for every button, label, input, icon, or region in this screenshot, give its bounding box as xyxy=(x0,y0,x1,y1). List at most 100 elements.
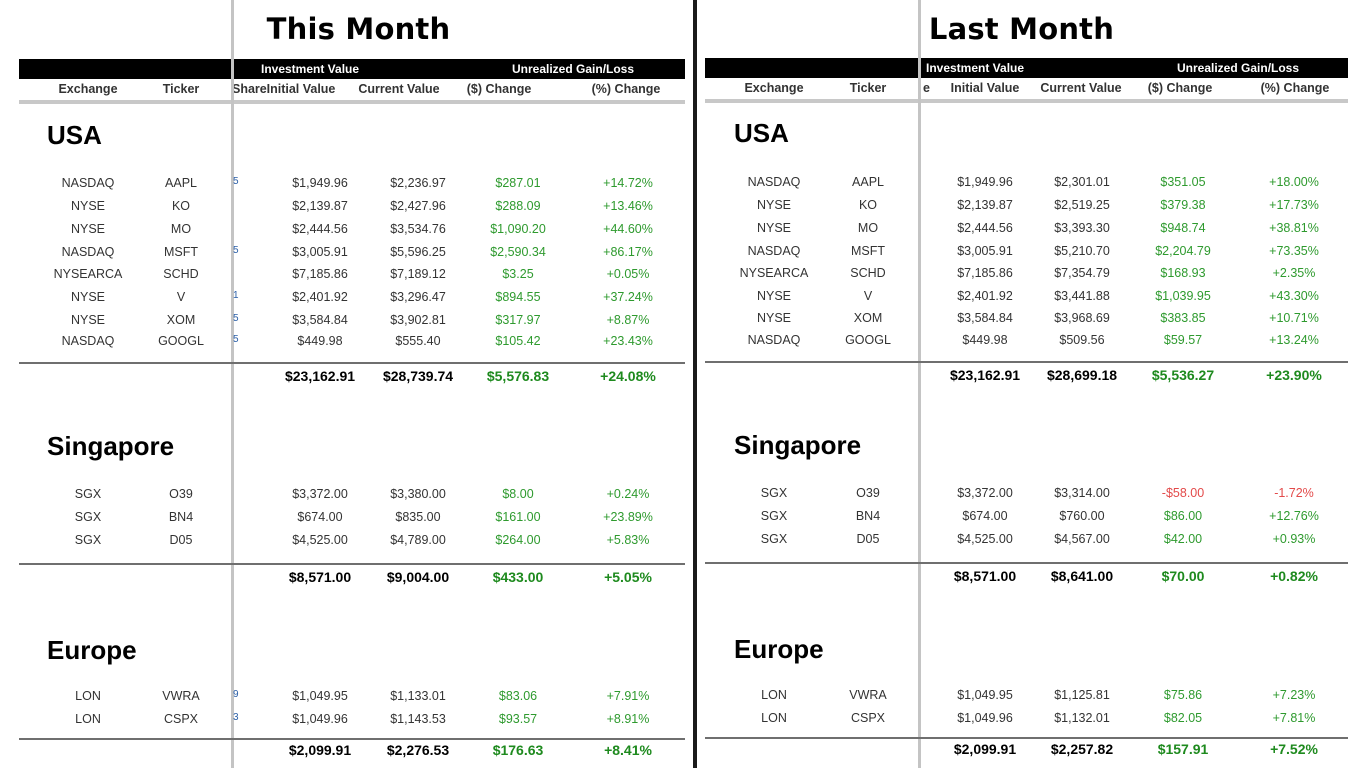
exchange-cell: NYSE xyxy=(70,290,106,304)
share-cell-partial: 1 xyxy=(233,290,239,301)
table-row[interactable]: NASDAQ GOOGL $449.98 $509.56 $59.57 +13.24% xyxy=(697,333,1366,353)
table-row[interactable]: SGX D05 $4,525.00 $4,567.00 $42.00 +0.93% xyxy=(697,532,1366,552)
table-row[interactable]: SGX BN4 $674.00 $760.00 $86.00 +12.76% xyxy=(697,509,1366,529)
subtotal-current: $28,739.74 xyxy=(382,368,454,384)
column-header-percent-change[interactable]: (%) Change xyxy=(1260,81,1330,95)
table-row[interactable]: SGX D05 $4,525.00 $4,789.00 $264.00 +5.83% xyxy=(0,533,693,553)
exchange-cell: LON xyxy=(761,688,787,702)
ticker-cell: VWRA xyxy=(849,688,887,702)
dollar-change-cell: $168.93 xyxy=(1160,266,1206,280)
column-header-share-partial[interactable]: e xyxy=(923,81,930,95)
subtotal-current: $8,641.00 xyxy=(1050,568,1114,584)
initial-value-cell: $2,444.56 xyxy=(957,221,1013,235)
exchange-cell: NYSE xyxy=(756,221,792,235)
table-row[interactable]: NYSE V 1 $2,401.92 $3,296.47 $894.55 +37.24% xyxy=(0,290,693,310)
ticker-cell: V xyxy=(863,289,873,303)
subtotal-row: $2,099.91 $2,257.82 $157.91 +7.52% xyxy=(697,741,1366,761)
table-row[interactable]: NASDAQ MSFT 5 $3,005.91 $5,596.25 $2,590.34 +8… xyxy=(0,245,693,265)
initial-value-cell: $1,949.96 xyxy=(957,175,1013,189)
percent-change-cell: +23.43% xyxy=(603,334,653,348)
ticker-cell: CSPX xyxy=(163,712,199,726)
exchange-cell: NYSE xyxy=(756,198,792,212)
table-row[interactable]: NASDAQ AAPL $1,949.96 $2,301.01 $351.05 +18.0… xyxy=(697,175,1366,195)
initial-value-cell: $1,049.96 xyxy=(292,712,348,726)
table-row[interactable]: NYSE XOM $3,584.84 $3,968.69 $383.85 +10.71% xyxy=(697,311,1366,331)
column-header-initial-value[interactable]: Initial Value xyxy=(950,81,1020,95)
column-header-dollar-change[interactable]: ($) Change xyxy=(466,82,532,96)
exchange-cell: NASDAQ xyxy=(61,176,115,190)
table-row[interactable]: NYSE MO $2,444.56 $3,393.30 $948.74 +38.81% xyxy=(697,221,1366,241)
column-header-exchange[interactable]: Exchange xyxy=(744,81,804,95)
subtotal-row: $2,099.91 $2,276.53 $176.63 +8.41% xyxy=(0,742,693,762)
ticker-cell: AAPL xyxy=(852,175,884,189)
dollar-change-cell: $3.25 xyxy=(502,267,534,281)
subtotal-percent-change: +8.41% xyxy=(604,742,652,758)
initial-value-cell: $674.00 xyxy=(297,510,343,524)
dollar-change-cell: $82.05 xyxy=(1163,711,1203,725)
table-row[interactable]: NASDAQ GOOGL 5 $449.98 $555.40 $105.42 +23.43% xyxy=(0,334,693,354)
current-value-cell: $1,132.01 xyxy=(1054,711,1110,725)
column-header-current-value[interactable]: Current Value xyxy=(1040,81,1122,95)
ticker-cell: O39 xyxy=(169,487,193,501)
current-value-cell: $3,393.30 xyxy=(1054,221,1110,235)
panel-title: This Month xyxy=(266,12,451,46)
table-row[interactable]: NYSEARCA SCHD $7,185.86 $7,354.79 $168.93 +2.… xyxy=(697,266,1366,286)
column-header-row: Exchange Ticker Share Initial Value Curr… xyxy=(19,79,685,100)
initial-value-cell: $1,949.96 xyxy=(292,176,348,190)
column-header-current-value[interactable]: Current Value xyxy=(358,82,440,96)
column-header-percent-change[interactable]: (%) Change xyxy=(591,82,661,96)
table-row[interactable]: SGX BN4 $674.00 $835.00 $161.00 +23.89% xyxy=(0,510,693,530)
exchange-cell: NYSE xyxy=(70,313,106,327)
table-row[interactable]: NASDAQ AAPL 5 $1,949.96 $2,236.97 $287.01 +14.… xyxy=(0,176,693,196)
current-value-cell: $835.00 xyxy=(395,510,441,524)
current-value-cell: $1,133.01 xyxy=(390,689,446,703)
ticker-cell: AAPL xyxy=(165,176,197,190)
current-value-cell: $7,189.12 xyxy=(390,267,446,281)
ticker-cell: SCHD xyxy=(163,267,199,281)
subtotal-row: $8,571.00 $8,641.00 $70.00 +0.82% xyxy=(697,568,1366,588)
column-header-share-partial[interactable]: Share xyxy=(232,82,267,96)
table-row[interactable]: SGX O39 $3,372.00 $3,314.00 -$58.00 -1.72% xyxy=(697,486,1366,506)
table-row[interactable]: LON VWRA $1,049.95 $1,125.81 $75.86 +7.23% xyxy=(697,688,1366,708)
dollar-change-cell: $317.97 xyxy=(495,313,541,327)
table-row[interactable]: NYSEARCA SCHD $7,185.86 $7,189.12 $3.25 +0.05… xyxy=(0,267,693,287)
dollar-change-cell: $383.85 xyxy=(1160,311,1206,325)
subtotal-dollar-change: $5,576.83 xyxy=(486,368,550,384)
dollar-change-cell: $2,590.34 xyxy=(490,245,546,259)
column-header-exchange[interactable]: Exchange xyxy=(58,82,118,96)
percent-change-cell: +38.81% xyxy=(1269,221,1319,235)
share-cell-partial: 3 xyxy=(233,712,239,723)
percent-change-cell: +10.71% xyxy=(1269,311,1319,325)
table-row[interactable]: NYSE KO $2,139.87 $2,519.25 $379.38 +17.73% xyxy=(697,198,1366,218)
exchange-cell: NASDAQ xyxy=(747,333,801,347)
column-header-ticker[interactable]: Ticker xyxy=(849,81,887,95)
ticker-cell: MO xyxy=(170,222,192,236)
column-header-ticker[interactable]: Ticker xyxy=(162,82,200,96)
column-header-initial-value[interactable]: Initial Value xyxy=(266,82,336,96)
initial-value-cell: $4,525.00 xyxy=(292,533,348,547)
table-row[interactable]: NYSE XOM 5 $3,584.84 $3,902.81 $317.97 +8.87% xyxy=(0,313,693,333)
table-row[interactable]: LON CSPX 3 $1,049.96 $1,143.53 $93.57 +8.91% xyxy=(0,712,693,732)
initial-value-cell: $3,584.84 xyxy=(292,313,348,327)
ticker-cell: KO xyxy=(858,198,878,212)
table-row[interactable]: LON CSPX $1,049.96 $1,132.01 $82.05 +7.81% xyxy=(697,711,1366,731)
table-row[interactable]: NYSE V $2,401.92 $3,441.88 $1,039.95 +43.30% xyxy=(697,289,1366,309)
exchange-cell: NASDAQ xyxy=(61,245,115,259)
table-row[interactable]: NASDAQ MSFT $3,005.91 $5,210.70 $2,204.79 +73… xyxy=(697,244,1366,264)
percent-change-cell: +37.24% xyxy=(603,290,653,304)
subtotal-dollar-change: $157.91 xyxy=(1157,741,1209,757)
region-title: USA xyxy=(734,118,789,148)
frozen-pane-divider[interactable] xyxy=(918,0,921,768)
frozen-pane-divider[interactable] xyxy=(231,0,234,768)
column-header-dollar-change[interactable]: ($) Change xyxy=(1147,81,1213,95)
initial-value-cell: $2,401.92 xyxy=(292,290,348,304)
table-row[interactable]: NYSE KO $2,139.87 $2,427.96 $288.09 +13.46% xyxy=(0,199,693,219)
table-row[interactable]: LON VWRA 9 $1,049.95 $1,133.01 $83.06 +7.91% xyxy=(0,689,693,709)
table-row[interactable]: NYSE MO $2,444.56 $3,534.76 $1,090.20 +44.60% xyxy=(0,222,693,242)
ticker-cell: XOM xyxy=(853,311,883,325)
dollar-change-cell: $264.00 xyxy=(495,533,541,547)
dollar-change-cell: $42.00 xyxy=(1163,532,1203,546)
initial-value-cell: $1,049.96 xyxy=(957,711,1013,725)
table-row[interactable]: SGX O39 $3,372.00 $3,380.00 $8.00 +0.24% xyxy=(0,487,693,507)
initial-value-cell: $3,372.00 xyxy=(957,486,1013,500)
